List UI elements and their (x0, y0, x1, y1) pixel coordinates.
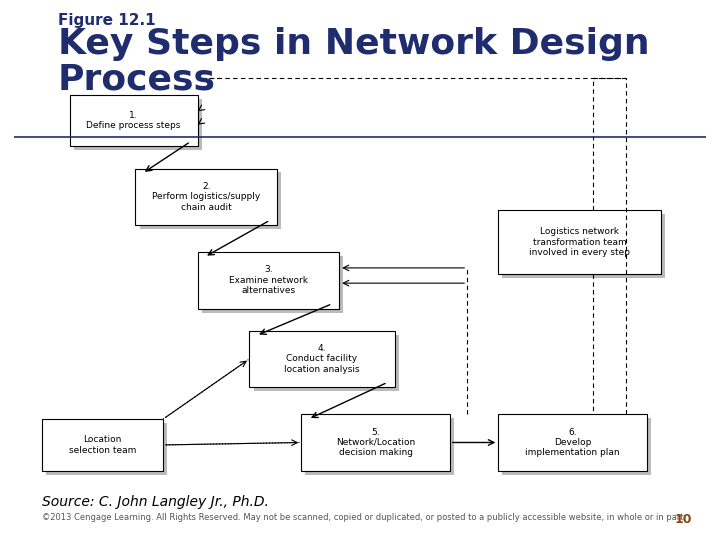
FancyBboxPatch shape (503, 418, 651, 475)
Text: Figure 12.1: Figure 12.1 (58, 14, 156, 29)
Text: 6.
Develop
implementation plan: 6. Develop implementation plan (525, 428, 620, 457)
Text: 10: 10 (674, 512, 692, 525)
Text: Key Steps in Network Design
Process: Key Steps in Network Design Process (58, 27, 649, 96)
FancyBboxPatch shape (135, 168, 277, 225)
Text: ©2013 Cengage Learning. All Rights Reserved. May not be scanned, copied or dupli: ©2013 Cengage Learning. All Rights Reser… (42, 512, 686, 522)
Text: 5.
Network/Location
decision making: 5. Network/Location decision making (336, 428, 415, 457)
FancyBboxPatch shape (498, 414, 647, 471)
Text: 4.
Conduct facility
location analysis: 4. Conduct facility location analysis (284, 344, 360, 374)
FancyBboxPatch shape (301, 414, 450, 471)
FancyBboxPatch shape (498, 210, 661, 274)
FancyBboxPatch shape (70, 95, 197, 146)
Text: 2.
Perform logistics/supply
chain audit: 2. Perform logistics/supply chain audit (152, 182, 261, 212)
Text: Source: C. John Langley Jr., Ph.D.: Source: C. John Langley Jr., Ph.D. (42, 495, 269, 509)
Text: Logistics network
transformation team
involved in every step: Logistics network transformation team in… (529, 227, 630, 257)
Text: 3.
Examine network
alternatives: 3. Examine network alternatives (229, 266, 308, 295)
Text: 1.
Define process steps: 1. Define process steps (86, 111, 181, 130)
FancyBboxPatch shape (197, 252, 339, 308)
FancyBboxPatch shape (140, 172, 282, 229)
FancyBboxPatch shape (503, 214, 665, 278)
Text: Location
selection team: Location selection team (69, 435, 136, 455)
FancyBboxPatch shape (249, 330, 395, 387)
FancyBboxPatch shape (202, 256, 343, 313)
FancyBboxPatch shape (253, 335, 399, 391)
FancyBboxPatch shape (305, 418, 454, 475)
FancyBboxPatch shape (74, 99, 202, 150)
FancyBboxPatch shape (46, 423, 167, 475)
FancyBboxPatch shape (42, 419, 163, 471)
